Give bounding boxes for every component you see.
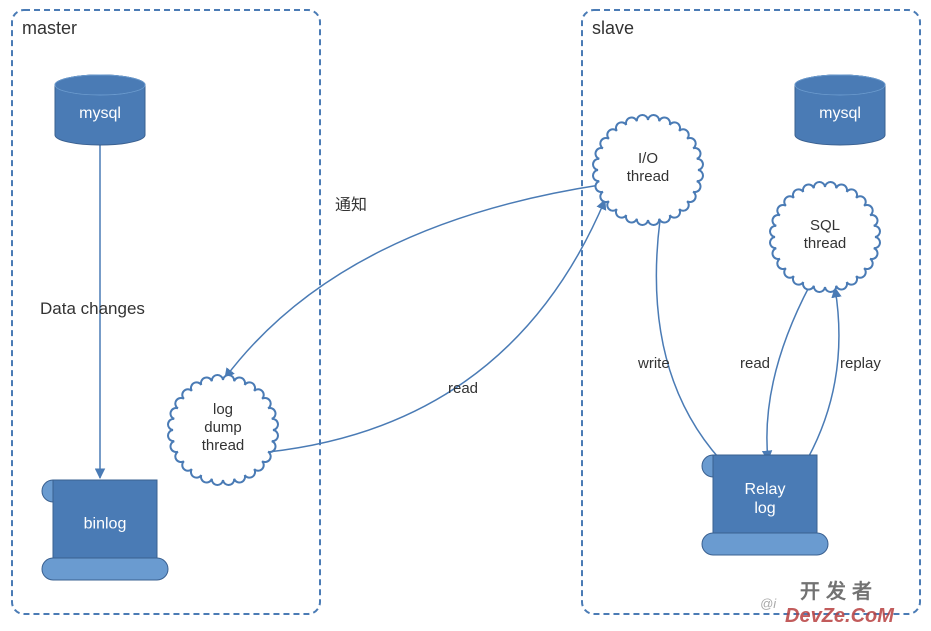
svg-text:binlog: binlog xyxy=(84,516,127,533)
svg-text:dump: dump xyxy=(204,419,242,436)
svg-text:@i: @i xyxy=(760,596,777,611)
svg-text:I/O: I/O xyxy=(638,150,658,167)
svg-text:DevZe.CoM: DevZe.CoM xyxy=(785,605,895,627)
node-mysql-master: mysql xyxy=(55,75,145,145)
svg-text:mysql: mysql xyxy=(79,105,121,122)
node-mysql-slave: mysql xyxy=(795,75,885,145)
edge-label-read-binlog: read xyxy=(448,380,478,397)
edge-label-read-relay: read xyxy=(740,355,770,372)
edge-label-notify: 通知 xyxy=(335,196,367,214)
svg-text:log: log xyxy=(213,401,233,418)
svg-text:thread: thread xyxy=(804,235,847,252)
container-label-slave: slave xyxy=(592,18,634,38)
svg-text:SQL: SQL xyxy=(810,217,840,234)
svg-text:log: log xyxy=(754,500,775,517)
node-binlog: binlog xyxy=(42,480,168,580)
node-io-thread: I/Othread xyxy=(593,115,703,225)
svg-text:Relay: Relay xyxy=(745,481,786,498)
svg-text:thread: thread xyxy=(627,168,670,185)
svg-text:开发者: 开发者 xyxy=(800,579,878,603)
node-sql-thread: SQLthread xyxy=(770,182,880,292)
node-relay-log: Relay log xyxy=(702,455,828,555)
replication-diagram: masterslavemysqlmysqlbinlogRelayloglogdu… xyxy=(0,0,931,631)
edge-label-replay: replay xyxy=(840,355,881,372)
edge-label-write-relay: write xyxy=(637,355,670,372)
svg-text:mysql: mysql xyxy=(819,105,861,122)
edge-label-data-changes: Data changes xyxy=(40,299,145,318)
svg-text:thread: thread xyxy=(202,437,245,454)
container-label-master: master xyxy=(22,18,77,38)
node-log-dump-thread: logdumpthread xyxy=(168,375,278,485)
